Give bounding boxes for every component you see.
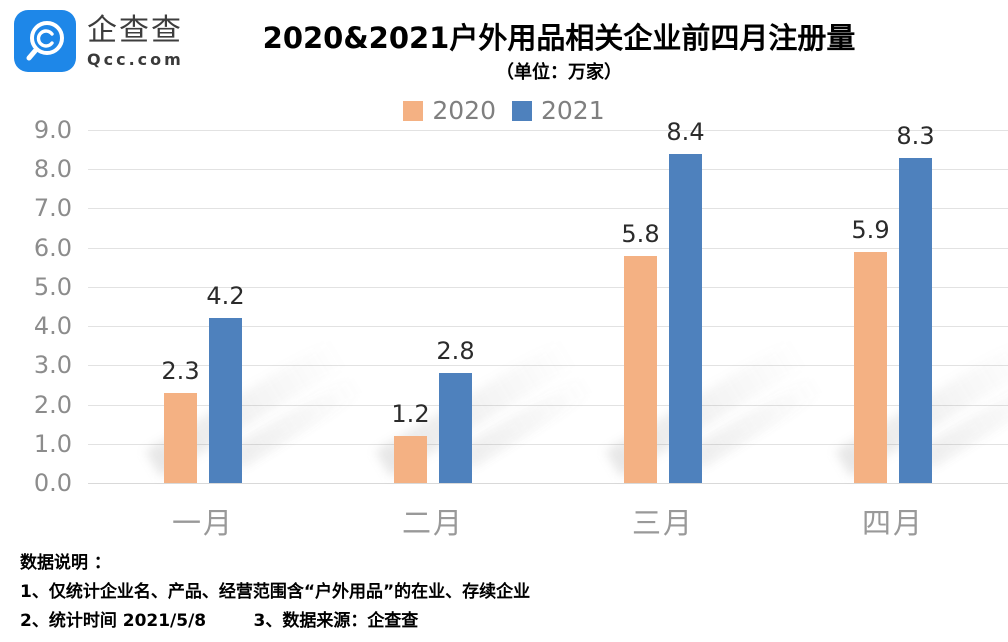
gridline-2.0: [88, 404, 1008, 406]
gridline-4.0: [88, 326, 1008, 328]
qcc-brand-text: 企查查 Qcc.com: [87, 10, 184, 70]
gridline-5.0: [88, 286, 1008, 288]
y-axis-tick-label: 9.0: [33, 116, 72, 144]
qcc-logo-icon: [14, 10, 76, 72]
value-label-2021-一月: 4.2: [206, 282, 245, 311]
chart-title: 2020&2021户外用品相关企业前四月注册量: [262, 21, 856, 55]
chart-unit-label: （单位：万家）: [496, 62, 622, 83]
gridline-9.0: [88, 130, 1008, 131]
brand-name: 企查查: [87, 13, 183, 48]
legend-label-2020: 2020: [432, 96, 496, 125]
bar-shadow: [458, 358, 622, 469]
bar-shadow: [228, 358, 392, 469]
gridline-3.0: [88, 365, 1008, 367]
gridline-1.0: [88, 443, 1008, 445]
y-axis-tick-label: 6.0: [33, 233, 72, 262]
bar-2020-二月: [394, 435, 427, 483]
chart-legend: 2020 2021: [0, 98, 1008, 123]
plot-area: 2.3 4.2 一月 1.2 2.8 二月 5.8 8.4 三月 5.9 8.3 四月: [88, 118, 1008, 540]
x-axis-category-label: 三月: [631, 506, 695, 540]
legend-swatch-2020: [403, 100, 424, 121]
gridline-6.0: [88, 247, 1008, 249]
brand-domain: Qcc.com: [87, 50, 184, 69]
bar-chart: 0.0 1.0 2.0 3.0 4.0 5.0 6.0 7.0 8.0 9.0 2.3 4.2 一月 1…: [0, 116, 1008, 550]
qcc-brand: 企查查 Qcc.com: [14, 10, 184, 72]
gridline-8.0: [88, 169, 1008, 171]
bar-2020-四月: [854, 251, 887, 483]
gridline-7.0: [88, 208, 1008, 210]
data-notes-heading: 数据说明 ：: [20, 553, 111, 573]
y-axis-tick-label: 8.0: [33, 155, 72, 184]
bar-shadow: [918, 358, 1008, 469]
y-axis-tick-label: 4.0: [33, 312, 72, 341]
gridline-0.0: [88, 483, 1008, 484]
x-axis-category-label: 四月: [861, 506, 925, 540]
value-label-2021-四月: 8.3: [896, 121, 935, 150]
x-axis-category-label: 二月: [401, 506, 465, 540]
y-axis-tick-label: 5.0: [33, 272, 72, 301]
bar-2021-二月: [439, 373, 472, 483]
bar-shadow: [688, 358, 852, 469]
bar-2021-三月: [669, 153, 702, 483]
value-label-2020-三月: 5.8: [621, 219, 660, 248]
y-axis-tick-label: 7.0: [33, 194, 72, 223]
y-axis: 0.0 1.0 2.0 3.0 4.0 5.0 6.0 7.0 8.0 9.0: [0, 116, 72, 497]
y-axis-tick-label: 2.0: [33, 390, 72, 419]
value-label-2020-二月: 1.2: [391, 399, 430, 428]
bar-2021-四月: [899, 157, 932, 483]
bar-2020-一月: [164, 392, 197, 483]
value-label-2021-三月: 8.4: [666, 117, 705, 146]
y-axis-tick-label: 1.0: [33, 429, 72, 458]
legend-swatch-2021: [512, 100, 532, 121]
legend-label-2021: 2021: [541, 96, 605, 125]
x-axis-category-label: 一月: [171, 506, 235, 540]
value-label-2020-四月: 5.9: [851, 215, 890, 244]
legend-item-2020: 2020: [403, 98, 496, 123]
data-notes: 数据说明 ： 1、仅统计企业名、产品、经营范围含“户外用品”的在业、存续企业 2…: [20, 549, 998, 636]
bar-2020-三月: [624, 255, 657, 483]
y-axis-tick-label: 3.0: [33, 351, 72, 380]
y-axis-tick-label: 0.0: [33, 469, 72, 497]
value-label-2020-一月: 2.3: [161, 356, 200, 385]
data-note-1: 1、仅统计企业名、产品、经营范围含“户外用品”的在业、存续企业: [20, 582, 531, 602]
legend-item-2021: 2021: [512, 98, 605, 123]
value-label-2021-二月: 2.8: [436, 337, 475, 366]
title-block: 2020&2021户外用品相关企业前四月注册量 （单位：万家）: [110, 20, 1008, 84]
bar-2021-一月: [209, 318, 242, 483]
data-note-2: 2、统计时间 2021/5/8 3、数据来源：企查查: [20, 611, 419, 631]
